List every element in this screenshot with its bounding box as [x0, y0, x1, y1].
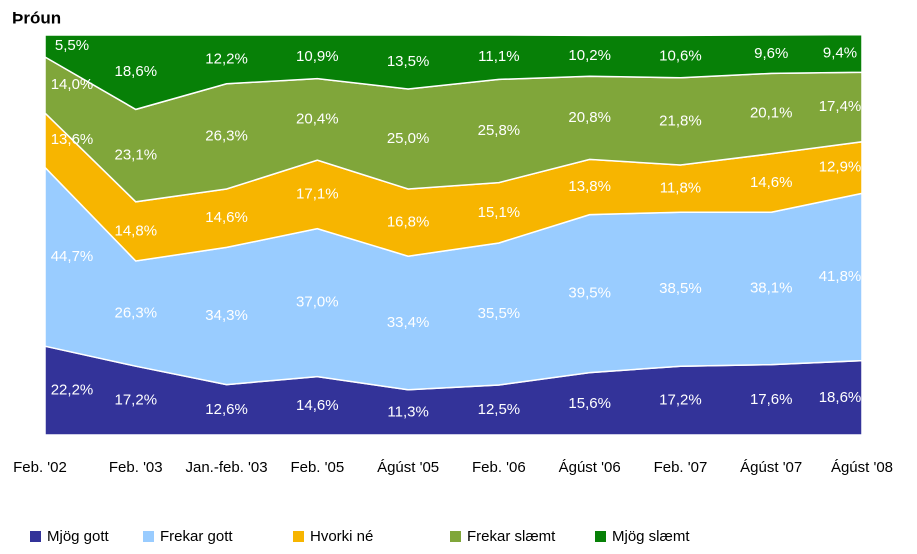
x-tick-label: Feb. '06 — [472, 459, 526, 476]
value-label: 10,2% — [568, 47, 611, 64]
value-label: 23,1% — [115, 147, 158, 164]
value-label: 13,5% — [387, 53, 430, 70]
value-label: 14,8% — [115, 222, 158, 239]
x-tick-label: Ágúst '08 — [830, 459, 894, 476]
value-label: 17,2% — [115, 392, 158, 409]
value-label: 38,5% — [659, 280, 702, 297]
value-label: 18,6% — [115, 63, 158, 80]
value-label: 39,5% — [568, 285, 611, 302]
legend-swatch — [293, 531, 304, 542]
value-label: 38,1% — [750, 279, 793, 296]
value-label: 9,6% — [754, 45, 788, 62]
value-label: 14,0% — [51, 76, 94, 93]
value-label: 21,8% — [659, 112, 702, 129]
value-label: 12,2% — [205, 50, 248, 67]
value-label: 16,8% — [387, 214, 430, 231]
value-label: 26,3% — [205, 127, 248, 144]
x-tick-label: Ágúst '07 — [740, 459, 803, 476]
areas — [44, 33, 863, 436]
value-label: 34,3% — [205, 307, 248, 324]
legend-swatch — [143, 531, 154, 542]
value-label: 13,6% — [51, 131, 94, 148]
value-label: 5,5% — [55, 37, 89, 54]
value-label: 15,1% — [478, 204, 521, 221]
legend-label: Frekar slæmt — [467, 528, 556, 545]
value-label: 11,8% — [660, 180, 701, 197]
legend-label: Frekar gott — [160, 528, 233, 545]
value-label: 9,4% — [823, 44, 857, 61]
value-label: 14,6% — [205, 209, 248, 226]
value-label: 25,8% — [478, 122, 521, 139]
value-label: 37,0% — [296, 294, 339, 311]
legend-swatch — [30, 531, 41, 542]
x-tick-label: Ágúst '06 — [558, 459, 621, 476]
x-tick-label: Ágúst '05 — [377, 459, 440, 476]
value-label: 17,4% — [819, 98, 862, 115]
legend-swatch — [595, 531, 606, 542]
value-label: 12,9% — [819, 159, 862, 176]
legend-swatch — [450, 531, 461, 542]
value-label: 12,5% — [478, 401, 521, 418]
chart-title: Þróun — [12, 8, 61, 27]
value-label: 20,8% — [568, 109, 611, 126]
value-label: 12,6% — [205, 401, 248, 418]
value-label: 35,5% — [478, 305, 521, 322]
value-label: 14,6% — [750, 174, 793, 191]
value-label: 17,1% — [296, 185, 339, 202]
x-tick-label: Feb. '07 — [653, 459, 708, 476]
value-label: 11,3% — [387, 403, 428, 420]
value-label: 25,0% — [387, 130, 430, 147]
value-label: 11,1% — [478, 48, 519, 65]
value-label: 22,2% — [51, 382, 94, 399]
value-label: 17,6% — [750, 391, 793, 408]
value-label: 10,9% — [296, 48, 339, 65]
value-label: 20,4% — [296, 110, 339, 127]
x-tick-label: Feb. '02 — [13, 459, 67, 476]
value-label: 10,6% — [659, 48, 702, 65]
value-label: 33,4% — [387, 314, 430, 331]
legend-label: Mjög gott — [47, 528, 110, 545]
value-label: 13,8% — [568, 178, 611, 195]
value-label: 20,1% — [750, 105, 793, 122]
value-label: 18,6% — [819, 389, 862, 406]
value-label: 14,6% — [296, 397, 339, 414]
value-label: 44,7% — [51, 248, 94, 265]
value-label: 41,8% — [819, 268, 862, 285]
x-tick-label: Feb. '03 — [108, 459, 163, 476]
x-tick-label: Feb. '05 — [290, 459, 345, 476]
x-tick-label: Jan.-feb. '03 — [185, 459, 268, 476]
area — [44, 33, 863, 111]
value-label: 17,2% — [659, 392, 702, 409]
value-label: 15,6% — [568, 395, 611, 412]
legend-label: Hvorki né — [310, 528, 373, 545]
legend-label: Mjög slæmt — [612, 528, 690, 545]
value-label: 26,3% — [115, 305, 158, 322]
